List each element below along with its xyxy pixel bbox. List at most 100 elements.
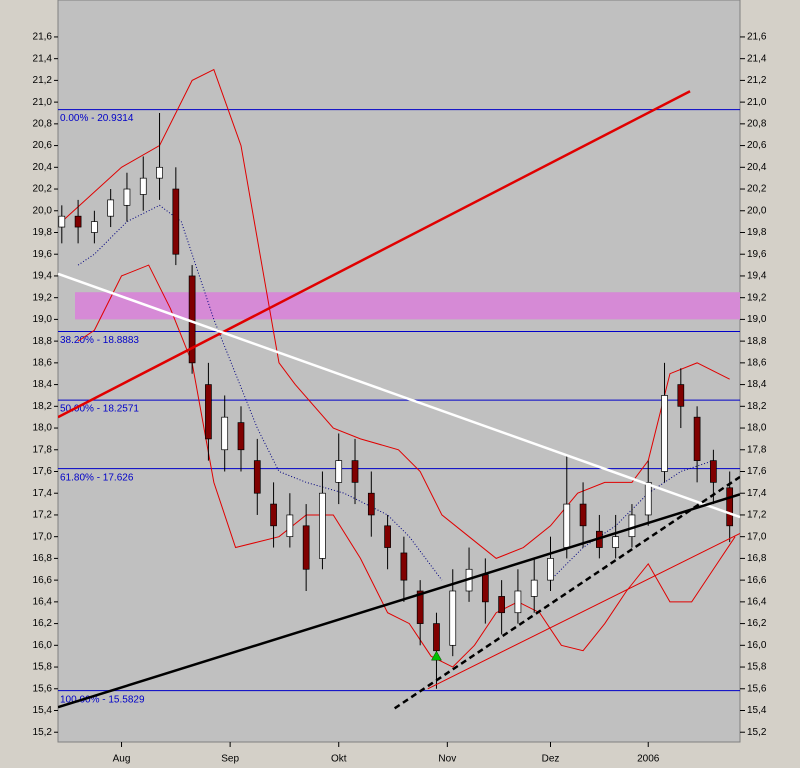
candle-body [367, 492, 375, 516]
y2-tick-label: 19,0 [747, 314, 767, 325]
y-tick-label: 16,2 [33, 618, 53, 629]
x-tick-label: Dez [542, 754, 560, 765]
candle-body [400, 552, 408, 581]
x-tick-label: Aug [113, 754, 131, 765]
candle-body [319, 492, 326, 559]
candle-body [710, 460, 717, 483]
signal-marker [431, 650, 442, 661]
y2-tick-label: 17,4 [747, 488, 767, 499]
candle-body [433, 623, 440, 652]
y2-tick-label: 21,0 [747, 97, 767, 108]
y-tick-label: 20,0 [33, 205, 53, 216]
y2-tick-label: 21,4 [747, 53, 767, 64]
candle-body [123, 188, 131, 206]
y2-tick-label: 21,2 [747, 75, 767, 86]
candle-body [530, 579, 538, 597]
candle-body [498, 596, 505, 614]
y2-tick-label: 16,4 [747, 596, 767, 607]
y2-tick-label: 21,6 [747, 32, 767, 43]
y2-tick-label: 20,6 [747, 140, 767, 151]
candle-body [416, 590, 424, 624]
y-tick-label: 17,8 [33, 444, 53, 455]
candle-body [644, 482, 652, 516]
y-tick-label: 18,2 [33, 401, 53, 412]
candle-body [270, 503, 277, 527]
y2-tick-label: 20,4 [747, 162, 767, 173]
y2-tick-label: 19,8 [747, 227, 767, 238]
y2-tick-label: 17,8 [747, 444, 767, 455]
y2-tick-label: 15,4 [747, 705, 767, 716]
candle-body [302, 525, 310, 570]
y-tick-label: 20,6 [33, 140, 53, 151]
candle-body [351, 460, 359, 483]
trend-line [58, 90, 691, 419]
candle-body [205, 384, 212, 440]
y2-tick-label: 16,2 [747, 618, 767, 629]
y-tick-label: 16,4 [33, 596, 53, 607]
candle-body [74, 215, 82, 228]
y-tick-label: 16,8 [33, 553, 53, 564]
y-tick-label: 18,8 [33, 336, 53, 347]
y2-tick-label: 20,2 [747, 184, 767, 195]
candle-body [449, 590, 457, 646]
candle-body [612, 536, 620, 548]
level-label: 100.00% - 15.5829 [60, 694, 145, 705]
y-tick-label: 15,4 [33, 705, 53, 716]
y2-tick-label: 18,6 [747, 357, 767, 368]
zone-band [75, 292, 740, 320]
candle-body [58, 215, 66, 228]
y-tick-label: 16,6 [33, 575, 53, 586]
plot: 0.00% - 20.9314 38.20% - 18.8883 50.00% - … [58, 68, 740, 710]
y-tick-label: 17,4 [33, 488, 53, 499]
y-tick-label: 18,4 [33, 379, 53, 390]
y-tick-label: 20,2 [33, 184, 53, 195]
x-tick-label: Nov [438, 754, 456, 765]
y-tick-label: 17,2 [33, 510, 53, 521]
candle-body [139, 177, 147, 195]
candle-body [156, 166, 163, 179]
y-tick-label: 15,6 [33, 683, 53, 694]
trend-line [58, 272, 740, 519]
y2-tick-label: 15,8 [747, 662, 767, 673]
candle-body [237, 422, 245, 451]
axes: 15,2 15,2 15,4 15,4 15,6 15,6 15,8 15,8 16,0 16,0… [33, 32, 767, 765]
y2-tick-label: 17,6 [747, 466, 767, 477]
y-tick-label: 21,6 [33, 32, 53, 43]
candle-body [172, 188, 180, 255]
y2-tick-label: 16,8 [747, 553, 767, 564]
y2-tick-label: 20,0 [747, 205, 767, 216]
candle-body [726, 487, 734, 527]
y-tick-label: 17,0 [33, 531, 53, 542]
level-label: 0.00% - 20.9314 [60, 113, 134, 124]
y2-tick-label: 19,6 [747, 249, 767, 260]
y2-tick-label: 19,4 [747, 271, 767, 282]
y-tick-label: 19,0 [33, 314, 53, 325]
y2-tick-label: 16,0 [747, 640, 767, 651]
y2-tick-label: 18,8 [747, 336, 767, 347]
y2-tick-label: 17,0 [747, 531, 767, 542]
y2-tick-label: 18,0 [747, 423, 767, 434]
y-tick-label: 15,8 [33, 662, 53, 673]
candle-body [221, 416, 229, 451]
candle-body [514, 590, 522, 614]
candle-body [547, 558, 554, 581]
trend-line [58, 493, 740, 709]
y-tick-label: 21,4 [33, 53, 53, 64]
y-tick-label: 15,2 [33, 727, 53, 738]
y-tick-label: 18,6 [33, 357, 53, 368]
y2-tick-label: 20,8 [747, 118, 767, 129]
y2-tick-label: 15,2 [747, 727, 767, 738]
trend-line [427, 532, 740, 690]
candle-body [253, 460, 261, 494]
candle-body [661, 395, 668, 472]
y-tick-label: 16,0 [33, 640, 53, 651]
candle-body [335, 460, 343, 483]
x-tick-label: Okt [331, 754, 347, 765]
x-tick-label: Sep [221, 754, 239, 765]
y-tick-label: 19,2 [33, 292, 53, 303]
y-tick-label: 20,4 [33, 162, 53, 173]
x-tick-label: 2006 [637, 754, 660, 765]
level-label: 61.80% - 17.626 [60, 472, 134, 483]
plot-area [57, 0, 741, 743]
